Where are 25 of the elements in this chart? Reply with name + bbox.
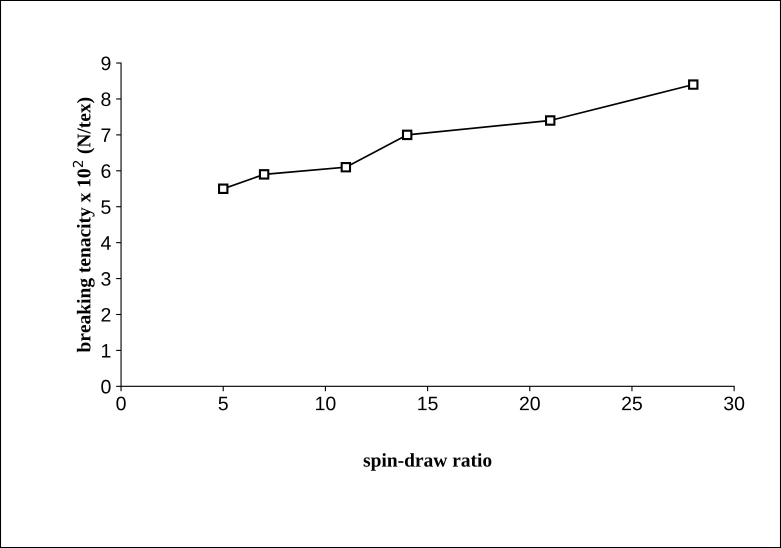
point <box>340 162 352 172</box>
x-tick-label: 10 <box>316 396 336 410</box>
x-tick-label: 25 <box>622 396 642 410</box>
y-tick-label: 4 <box>100 236 111 250</box>
y-tick-label: 5 <box>101 200 111 214</box>
y-tick-label: 7 <box>102 128 110 142</box>
point <box>545 115 556 126</box>
x-tick-label: 5 <box>218 396 228 410</box>
point <box>688 79 698 90</box>
x-tick-label: 0 <box>116 396 126 410</box>
point <box>258 169 270 180</box>
x-tick-label: 30 <box>724 396 744 410</box>
x-tick-label: 20 <box>520 396 540 410</box>
y-tick-label: 2 <box>102 308 110 322</box>
point <box>402 130 412 140</box>
y-tick-label: 0 <box>101 380 111 394</box>
y-tick-label: 8 <box>101 92 110 106</box>
y-tick-label: 9 <box>101 56 110 70</box>
x-axis-title: spin-draw ratio <box>364 453 492 471</box>
x-tick-label: 15 <box>418 396 438 410</box>
y-tick-label: 1 <box>102 344 110 358</box>
point <box>218 184 228 194</box>
y-axis-title: breaking tenacity x 10$^{2}$ (N/tex) <box>72 98 95 352</box>
y-tick-label: 6 <box>102 164 110 178</box>
y-tick-label: 3 <box>101 272 110 286</box>
